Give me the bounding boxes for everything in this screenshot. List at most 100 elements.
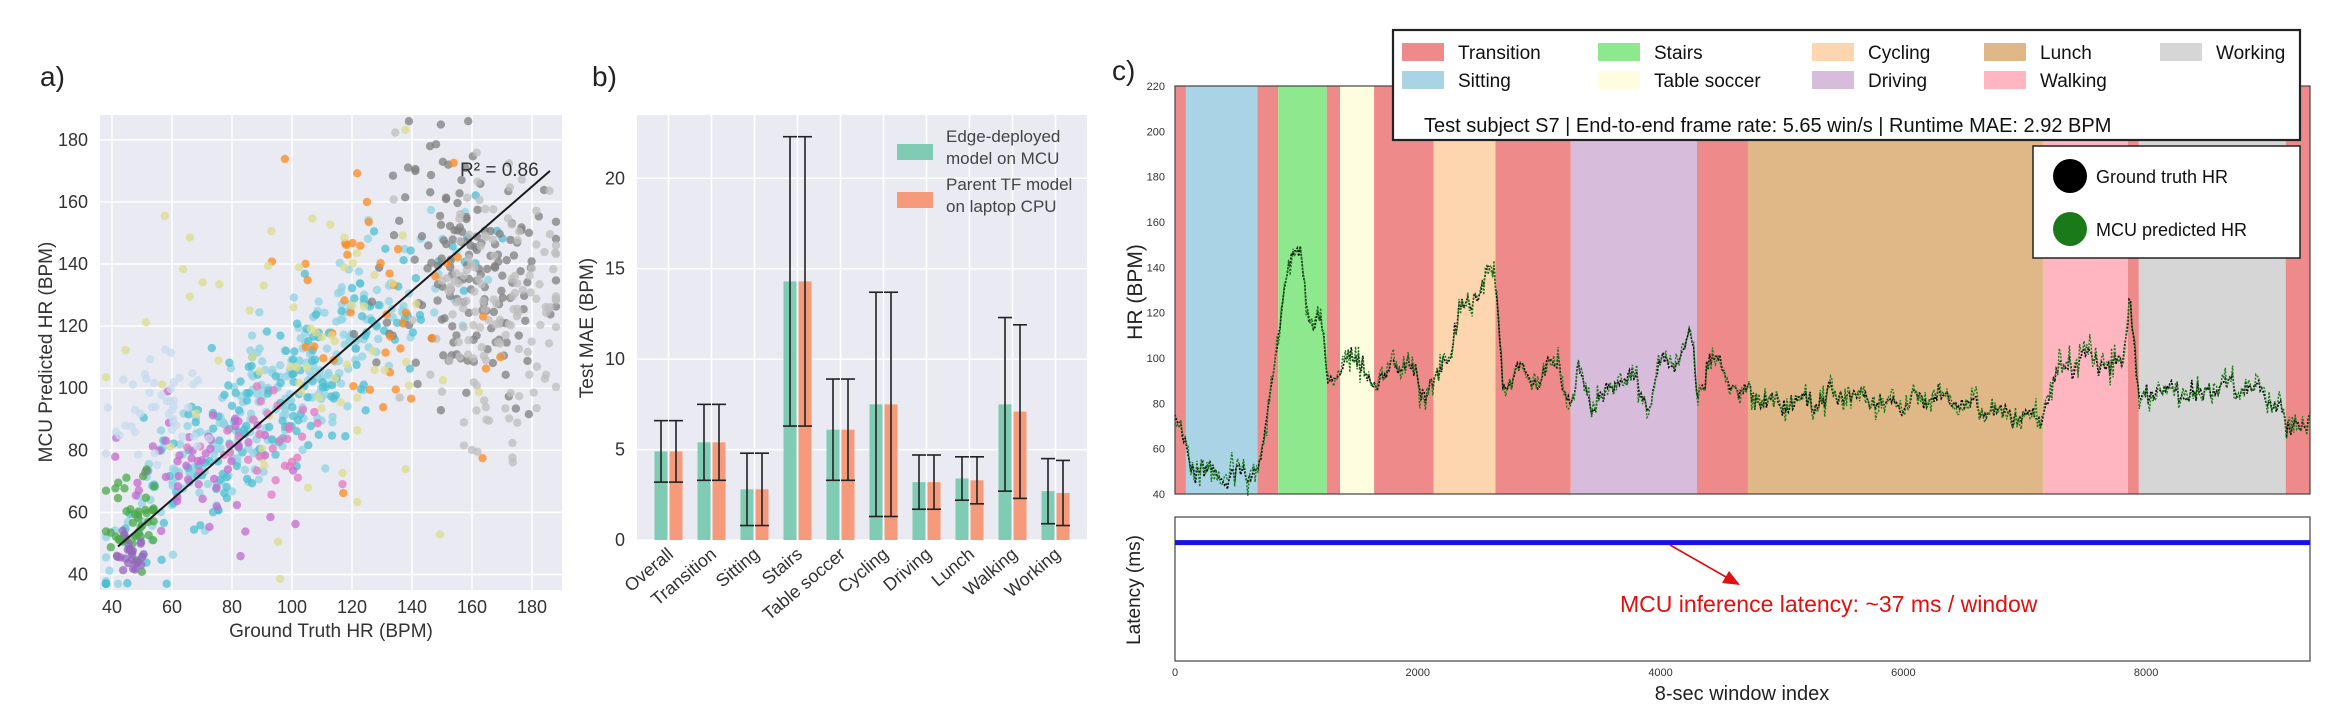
- scatter-point: [393, 244, 403, 254]
- scatter-point: [472, 406, 481, 415]
- latency-trace: [1175, 540, 2310, 546]
- scatter-point: [380, 365, 389, 375]
- scatter-point: [203, 479, 213, 489]
- scatter-x-tick-label: 180: [517, 597, 547, 617]
- bar-y-tick-label: 5: [615, 440, 625, 460]
- scatter-point: [327, 392, 336, 401]
- scatter-x-tick-label: 140: [397, 597, 427, 617]
- scatter-point: [223, 426, 232, 435]
- scatter-point: [276, 378, 285, 388]
- scatter-point: [384, 296, 394, 306]
- scatter-point: [350, 294, 359, 303]
- scatter-point: [523, 356, 532, 366]
- legend-label-table-soccer: Table soccer: [1654, 71, 1761, 92]
- scatter-point: [363, 234, 373, 243]
- scatter-point: [509, 251, 519, 260]
- scatter-point: [473, 177, 482, 186]
- hr-y-label: HR (BPM): [1124, 244, 1147, 340]
- scatter-point: [225, 358, 234, 367]
- legend-swatch-walking: [1984, 71, 2026, 89]
- scatter-point: [461, 163, 470, 173]
- scatter-point: [549, 264, 558, 274]
- scatter-point: [504, 159, 514, 168]
- bar-y-tick-label: 20: [605, 168, 625, 188]
- scatter-point: [477, 343, 486, 352]
- scatter-point: [311, 310, 321, 319]
- scatter-point: [212, 502, 222, 511]
- scatter-point: [551, 217, 561, 226]
- scatter-point: [306, 324, 316, 333]
- scatter-point: [303, 275, 312, 285]
- scatter-point: [247, 331, 257, 340]
- scatter-point: [268, 444, 277, 453]
- scatter-point: [133, 478, 142, 488]
- scatter-point: [423, 264, 432, 273]
- scatter-point: [130, 565, 140, 574]
- scatter-point: [354, 267, 364, 276]
- scatter-point: [455, 189, 464, 198]
- latency-x-ticks: 0 2000 4000 6000 8000: [1172, 667, 2158, 679]
- scatter-point: [455, 214, 464, 223]
- scatter-point: [411, 358, 420, 367]
- scatter-point: [341, 432, 350, 441]
- scatter-point: [169, 396, 178, 405]
- scatter-x-tick-label: 60: [162, 597, 182, 617]
- scatter-point: [215, 436, 224, 445]
- scatter-point: [294, 263, 304, 272]
- scatter-point: [356, 279, 365, 288]
- scatter-point: [349, 381, 358, 391]
- scatter-point: [372, 358, 381, 367]
- scatter-point: [113, 493, 123, 503]
- scatter-point: [191, 409, 201, 418]
- scatter-point: [168, 550, 178, 559]
- scatter-point: [189, 525, 199, 534]
- scatter-point: [427, 334, 436, 343]
- scatter-point: [359, 302, 369, 311]
- scatter-point: [216, 444, 225, 453]
- bar-tf: [927, 482, 941, 540]
- scatter-point: [495, 229, 504, 239]
- activity-segment-transition: [1175, 86, 1186, 494]
- scatter-point: [415, 310, 425, 320]
- scatter-point: [317, 332, 327, 342]
- scatter-point: [273, 537, 283, 546]
- scatter-point: [435, 211, 445, 221]
- latency-annotation: MCU inference latency: ~37 ms / window: [1620, 591, 2038, 617]
- scatter-point: [396, 344, 405, 353]
- scatter-point: [255, 367, 264, 376]
- scatter-point: [395, 393, 404, 402]
- hr-series-legend: Ground truth HR MCU predicted HR: [2032, 145, 2301, 259]
- scatter-point: [314, 297, 323, 306]
- scatter-point: [502, 255, 511, 265]
- scatter-point: [411, 273, 421, 283]
- scatter-point: [472, 232, 482, 241]
- scatter-point: [436, 220, 446, 230]
- scatter-point: [489, 205, 498, 214]
- scatter-point: [303, 393, 312, 402]
- scatter-point: [183, 443, 192, 452]
- scatter-point: [482, 264, 492, 274]
- scatter-point: [227, 456, 236, 466]
- scatter-point: [123, 579, 132, 588]
- scatter-point: [524, 409, 534, 419]
- activity-legend: Transition Sitting Stairs Table soccer Cycli…: [1391, 28, 2302, 142]
- latency-x-tick-label: 8000: [2134, 667, 2158, 679]
- scatter-point: [193, 456, 203, 466]
- scatter-point: [398, 231, 407, 240]
- scatter-point: [144, 530, 153, 540]
- scatter-point: [357, 312, 367, 321]
- scatter-point: [509, 305, 518, 314]
- scatter-point: [114, 478, 123, 487]
- scatter-point: [149, 378, 159, 388]
- scatter-point: [289, 369, 298, 378]
- scatter-point: [489, 307, 499, 317]
- scatter-point: [388, 171, 398, 180]
- hr-y-tick-label: 200: [1147, 126, 1165, 138]
- scatter-point: [324, 368, 333, 378]
- scatter-point: [286, 362, 295, 371]
- activity-segment-lunch: [1747, 86, 2043, 494]
- scatter-point: [183, 475, 193, 484]
- scatter-point: [289, 303, 298, 312]
- scatter-point: [527, 337, 536, 346]
